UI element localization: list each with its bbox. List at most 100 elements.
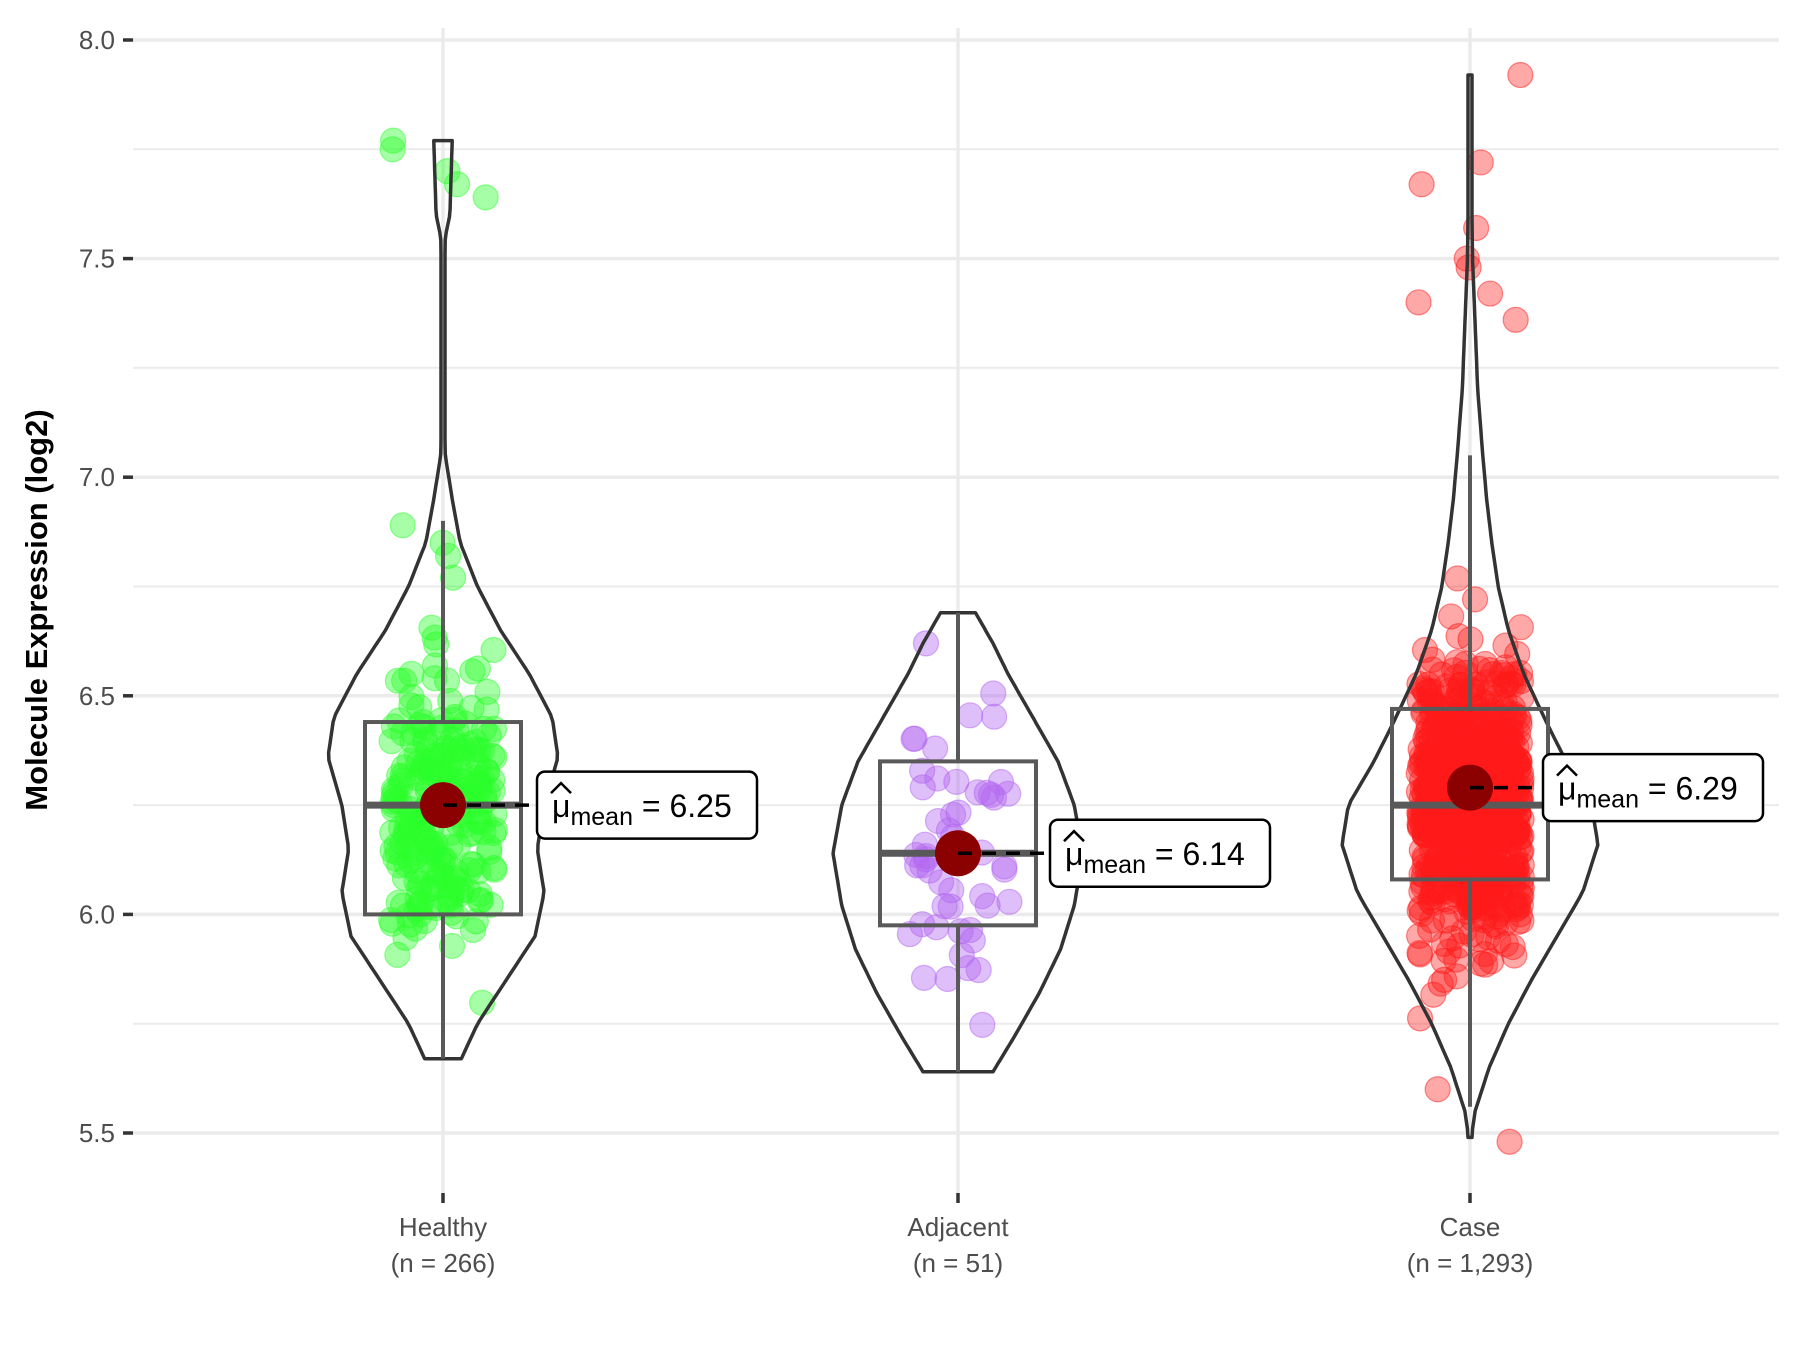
data-point <box>1472 951 1499 978</box>
x-axis: Healthy (n = 266) Adjacent (n = 51) Case (n =… <box>391 1193 1533 1278</box>
box <box>878 759 1038 928</box>
data-point <box>1494 856 1521 883</box>
data-point <box>379 136 406 163</box>
data-point <box>432 734 459 761</box>
data-point <box>931 893 958 920</box>
data-point <box>1405 289 1432 316</box>
data-point <box>384 941 411 968</box>
group-adjacent <box>831 610 1085 1074</box>
data-point <box>1492 930 1519 958</box>
data-point <box>1495 835 1522 863</box>
data-point <box>948 941 975 969</box>
hat-icon <box>1063 829 1085 843</box>
data-point <box>1504 890 1532 917</box>
data-point <box>991 856 1018 883</box>
data-point <box>1477 280 1504 307</box>
data-point <box>480 636 507 664</box>
data-point <box>964 779 991 806</box>
y-tick-label: 6.0 <box>79 899 115 929</box>
group-healthy <box>326 127 560 1061</box>
mean-label-text: μmean = 6.14 <box>1065 836 1245 879</box>
y-tick-label: 8.0 <box>79 25 115 55</box>
data-point <box>1505 748 1533 775</box>
data-point <box>393 851 420 878</box>
data-point <box>910 964 938 991</box>
data-point <box>1462 737 1489 764</box>
data-point <box>955 955 982 982</box>
data-point <box>437 884 464 912</box>
data-point <box>397 911 424 938</box>
data-point <box>943 768 970 795</box>
data-point <box>1424 1076 1451 1103</box>
data-point <box>403 868 430 895</box>
data-point <box>380 127 407 154</box>
data-point <box>434 542 462 569</box>
data-point <box>924 807 952 835</box>
data-point <box>436 892 463 919</box>
data-point <box>980 680 1007 707</box>
y-axis-title: Molecule Expression (log2) <box>19 409 54 810</box>
mean-label-box <box>1541 752 1765 823</box>
data-point <box>1419 756 1446 783</box>
data-point <box>1444 649 1471 676</box>
data-points <box>378 127 508 1016</box>
data-point <box>479 742 506 769</box>
data-point <box>396 817 424 845</box>
y-tick-label: 5.5 <box>79 1118 115 1148</box>
data-point <box>934 965 961 993</box>
mean-label: μmean = 6.25 <box>535 770 759 840</box>
data-point <box>433 667 461 694</box>
data-point <box>900 725 927 752</box>
data-point <box>1475 924 1502 951</box>
data-point <box>1502 306 1529 333</box>
data-point <box>1406 939 1433 967</box>
data-point <box>938 877 965 904</box>
x-tick-label: Healthy <box>399 1212 487 1242</box>
mean-label-text: μmean = 6.25 <box>552 788 732 831</box>
data-point <box>956 702 984 729</box>
y-axis: Molecule Expression (log2) 5.5 6.0 6.5 7.0 7… <box>19 25 133 1148</box>
data-point <box>474 678 501 705</box>
mean-label-box <box>1048 818 1272 888</box>
data-point <box>1498 740 1525 768</box>
data-point <box>1503 749 1531 777</box>
mean-label: μmean = 6.29 <box>1541 752 1765 823</box>
data-point <box>1427 970 1454 997</box>
x-tick-label: Case <box>1440 1212 1501 1242</box>
data-point <box>1411 821 1439 848</box>
data-point <box>391 667 418 694</box>
mean-label: μmean = 6.14 <box>1048 818 1272 888</box>
data-point <box>1432 907 1459 934</box>
data-point <box>1478 693 1505 721</box>
data-point <box>909 774 936 801</box>
x-tick-sample-size: (n = 1,293) <box>1407 1248 1533 1278</box>
data-point <box>385 889 412 916</box>
data-point <box>1417 807 1444 835</box>
data-point <box>420 746 447 773</box>
data-point <box>481 744 508 771</box>
data-point <box>1438 603 1465 630</box>
violin-outline <box>831 610 1085 1074</box>
violin-outline <box>326 138 560 1061</box>
data-point <box>480 854 507 882</box>
data-point <box>959 927 986 954</box>
hat-icon <box>1556 763 1578 777</box>
data-point <box>443 171 471 198</box>
data-point <box>1461 586 1489 613</box>
data-point <box>1431 966 1458 993</box>
data-point <box>956 916 984 944</box>
data-point <box>1439 925 1466 952</box>
mean-label-box <box>535 770 759 840</box>
data-point <box>392 820 419 847</box>
data-point <box>1444 682 1471 709</box>
data-point <box>987 768 1015 796</box>
data-point <box>1459 905 1486 932</box>
mean-labels: μmean = 6.25 μmean = 6.14 μmean = 6.29 <box>443 752 1765 888</box>
data-point <box>969 883 996 910</box>
hat-icon <box>550 781 572 794</box>
data-point <box>981 703 1008 730</box>
data-point <box>1499 933 1526 961</box>
data-point <box>420 870 447 897</box>
mean-value: 6.25 <box>669 788 731 824</box>
data-point <box>1472 728 1499 755</box>
